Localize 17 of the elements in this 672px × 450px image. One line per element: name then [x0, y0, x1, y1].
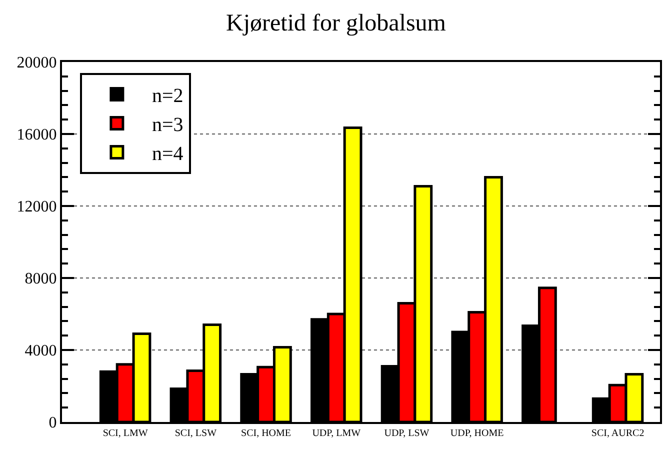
x-tick-label: SCI, LSW	[174, 428, 218, 439]
legend-label: n=2	[152, 85, 184, 108]
y-tick-label: 8000	[24, 270, 57, 288]
x-tick-label: UDP, HOME	[450, 428, 504, 439]
x-tick-label: SCI, AURC2	[591, 428, 644, 439]
x-tick-label: UDP, LMW	[312, 428, 362, 439]
x-tick-label: SCI, LMW	[102, 428, 148, 439]
y-tick-label: 20000	[16, 54, 57, 72]
y-tick-label: 16000	[16, 126, 57, 144]
x-tick-label: UDP, LSW	[384, 428, 430, 439]
y-tick-label: 12000	[16, 198, 57, 216]
y-tick-label: 4000	[24, 342, 57, 360]
x-tick-label: SCI, HOME	[241, 428, 292, 439]
y-tick-label: 0	[48, 414, 57, 432]
legend-label: n=3	[152, 114, 184, 136]
legend-label: n=4	[152, 143, 184, 166]
chart-title: Kjøretid for globalsum	[226, 10, 446, 36]
